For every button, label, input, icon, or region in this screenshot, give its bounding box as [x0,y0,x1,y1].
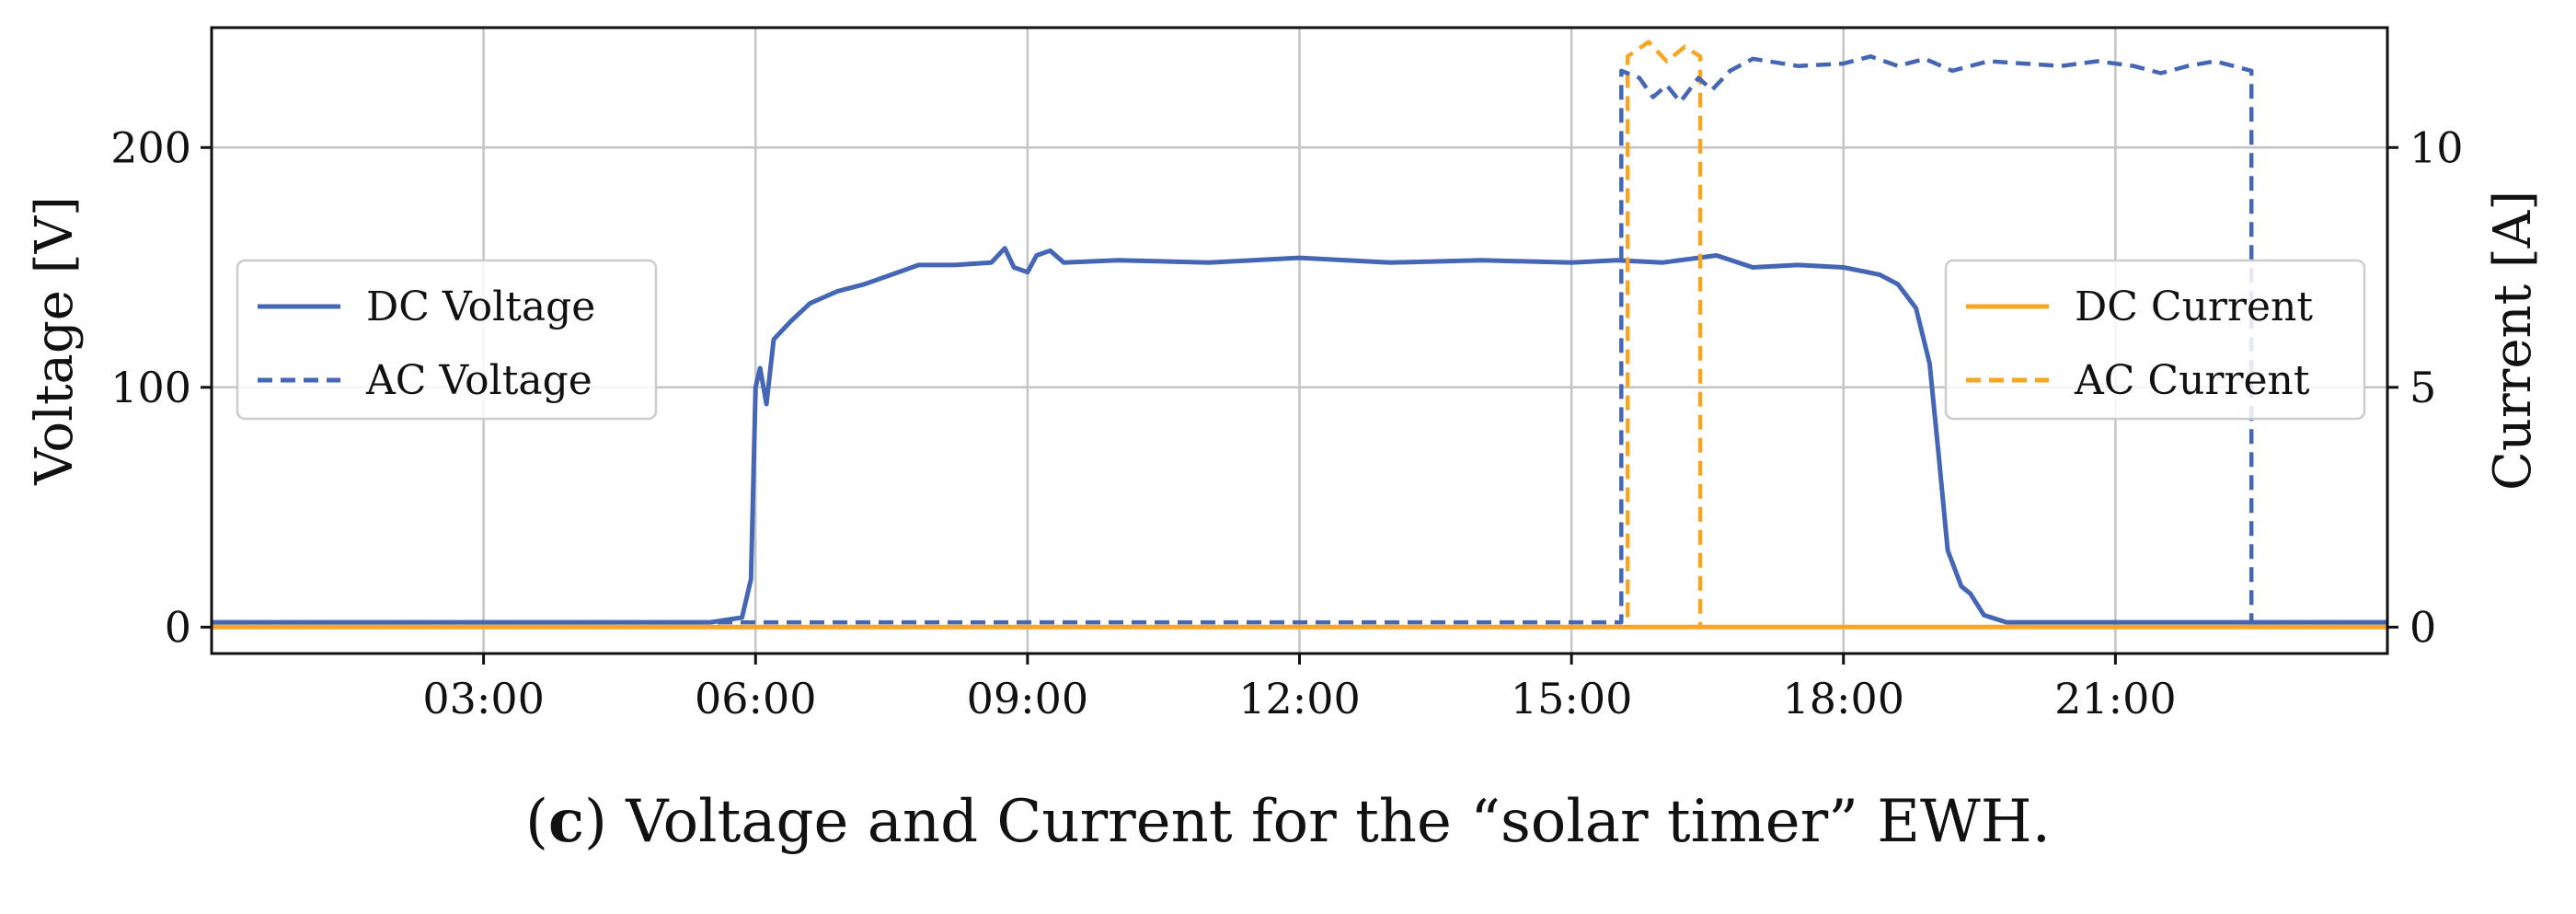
series-layer [212,40,2387,630]
y-axis-label: Voltage [V] [25,196,85,486]
y2-axis-label: Current [A] [2483,191,2543,491]
caption-text: Voltage and Current for the “solar timer… [626,788,2051,856]
x-tick-label-2: 09:00 [967,674,1089,723]
legend-left-label-0: DC Voltage [366,283,595,330]
x-tick-label-3: 12:00 [1238,674,1361,723]
y-tick-label-2: 200 [110,122,191,172]
y-tick-label-1: 100 [110,363,191,412]
legend-left-label-1: AC Voltage [365,357,592,404]
figure-caption: (c) Voltage and Current for the “solar t… [0,787,2576,856]
legend-right-box [1944,259,2366,421]
x-tick-label-4: 15:00 [1511,674,1633,723]
legend-right-label-1: AC Current [2074,357,2310,404]
y2-tick-label-0: 0 [2409,602,2436,652]
y2-tick-label-1: 5 [2409,363,2436,412]
series-dc-voltage [212,246,2387,625]
series-ac-current [212,40,2387,630]
legend-current: DC Current AC Current [1944,259,2366,421]
legend-right-label-0: DC Current [2075,283,2313,330]
x-tick-label-0: 03:00 [422,674,545,723]
legend-left-box [236,259,658,421]
x-tick-label-6: 21:00 [2054,674,2177,723]
series-ac-voltage [212,54,2387,625]
chart-svg: 03:00 06:00 09:00 12:00 15:00 18:00 21:0001002… [25,26,2543,723]
x-tick-label-1: 06:00 [695,674,817,723]
y-tick-label-0: 0 [165,602,191,652]
caption-label: (c) [525,787,627,856]
legend-voltage: DC Voltage AC Voltage [236,259,658,421]
axis-ticks: 03:00 06:00 09:00 12:00 15:00 18:00 21:0001002… [110,122,2463,723]
x-tick-label-5: 18:00 [1782,674,1904,723]
y2-tick-label-2: 10 [2409,122,2464,172]
